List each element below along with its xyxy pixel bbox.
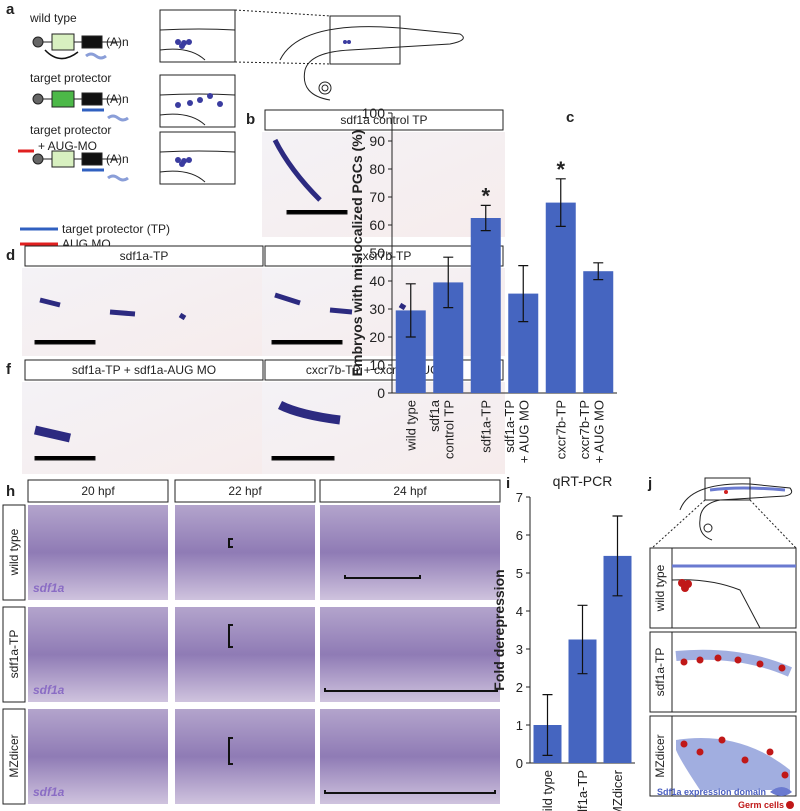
significance: * [556, 157, 565, 182]
image-label: sdf1a control TP [340, 113, 427, 127]
error-bar [577, 604, 588, 675]
panel-h-images [2, 479, 501, 805]
y-tick-label: 7 [516, 490, 523, 505]
stain-label: sdf1a [33, 785, 65, 799]
y-tick-label: 1 [516, 718, 523, 733]
x-tick-label: wild type [403, 400, 418, 452]
panel-label: a [6, 1, 15, 18]
y-tick-label: 4 [516, 604, 523, 619]
row-label: wild type [7, 528, 21, 576]
bar [470, 218, 501, 393]
y-tick-label: 100 [362, 105, 386, 121]
construct-label: + AUG-MO [38, 139, 97, 153]
image-label: sdf1a-TP + sdf1a-AUG MO [72, 363, 216, 377]
chart-title: qRT-PCR [553, 473, 613, 489]
y-tick-label: 30 [369, 301, 385, 317]
bar [583, 271, 614, 393]
panel-j-schematics [649, 477, 797, 797]
construct-label: target protector [30, 123, 111, 137]
x-tick-label: MZdicer [610, 769, 625, 811]
y-axis-label: Embryos with mislocalized PGCs (%) [349, 130, 365, 377]
column-label: 24 hpf [393, 484, 427, 498]
y-tick-label: 70 [369, 189, 385, 205]
stain-label: sdf1a [33, 683, 65, 697]
error-bar [480, 204, 491, 232]
error-bar [405, 283, 416, 338]
y-tick-label: 5 [516, 566, 523, 581]
row-label: MZdicer [653, 734, 667, 777]
x-tick-label: cxcr7b-TP [553, 400, 568, 459]
germ-cells [678, 579, 794, 809]
y-tick-label: 60 [369, 217, 385, 233]
image-label: cxcr7b-TP [357, 249, 412, 263]
y-tick-label: 6 [516, 528, 523, 543]
x-tick-label: cxcr7b-TP+ AUG MO [577, 400, 606, 463]
y-tick-label: 10 [369, 357, 385, 373]
y-tick-label: 3 [516, 642, 523, 657]
significance: * [481, 183, 490, 208]
panel-label: f [6, 361, 12, 378]
row-label: wild type [653, 564, 667, 612]
panel-label: h [6, 483, 15, 500]
error-bar [518, 265, 529, 323]
y-tick-label: 20 [369, 329, 385, 345]
x-tick-label: sdf1a-TP [575, 770, 590, 811]
error-bar [612, 515, 623, 597]
panel-label: i [506, 475, 510, 492]
y-tick-label: 50 [369, 245, 385, 261]
error-bar [443, 256, 454, 309]
x-tick-label: sdf1a-TP [478, 400, 493, 453]
stain-label: sdf1a [33, 581, 65, 595]
x-tick-label: wild type [540, 770, 555, 811]
y-tick-label: 0 [377, 385, 385, 401]
error-bar [555, 178, 566, 227]
legend-label: Sdf1a expression domain [657, 787, 766, 797]
construct-label: target protector [30, 71, 111, 85]
y-tick-label: 0 [516, 756, 523, 771]
x-tick-label: sdf1acontrol TP [427, 399, 456, 459]
y-tick-label: 80 [369, 161, 385, 177]
column-label: 22 hpf [228, 484, 262, 498]
image-label: sdf1a-TP [120, 249, 169, 263]
error-bar [542, 694, 553, 756]
panel-label: j [647, 475, 652, 492]
panel-label: d [6, 247, 15, 264]
y-tick-label: 2 [516, 680, 523, 695]
y-tick-label: 90 [369, 133, 385, 149]
construct-diagrams [18, 9, 464, 246]
construct-label: wild type [29, 11, 77, 25]
polya: (A)n [106, 152, 129, 166]
row-label: sdf1a-TP [7, 630, 21, 679]
row-label: sdf1a-TP [653, 648, 667, 697]
legend-label: target protector (TP) [62, 222, 170, 236]
pgc-dots [175, 39, 351, 167]
x-tick-label: sdf1a-TP+ AUG MO [502, 400, 531, 463]
panel-label: c [566, 109, 574, 126]
y-tick-label: 40 [369, 273, 385, 289]
legend-label: Germ cells [738, 800, 784, 810]
panel-label: b [246, 111, 255, 128]
column-label: 20 hpf [81, 484, 115, 498]
polya: (A)n [106, 92, 129, 106]
row-label: MZdicer [7, 734, 21, 777]
error-bar [593, 262, 604, 281]
bar [545, 202, 576, 393]
polya: (A)n [106, 35, 129, 49]
y-axis-label: Fold derepression [491, 569, 507, 690]
